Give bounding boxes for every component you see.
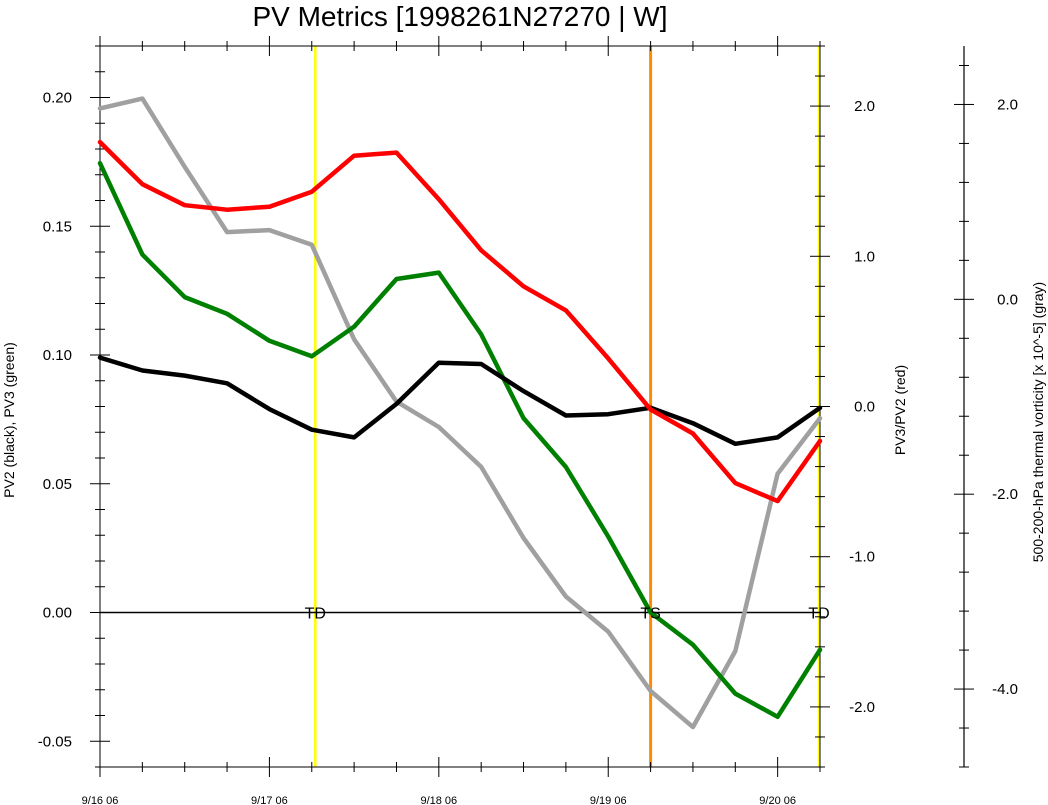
x-tick-label: 9/18 06 (420, 795, 457, 805)
far-tick-label: 0.0 (997, 291, 1018, 308)
series-line-far-a0a0a0 (97, 96, 823, 730)
left-tick-label: 0.10 (43, 347, 72, 364)
x-tick-label: 9/19 06 (590, 795, 627, 805)
series-line-left-000000 (97, 355, 823, 447)
x-tick-label: 9/16 06 (82, 795, 119, 805)
left-tick-label: -0.05 (38, 733, 72, 750)
series-line-left-008000 (97, 160, 823, 720)
stage-marker-label: TD (305, 606, 326, 623)
right-tick-label: -2.0 (849, 699, 875, 716)
far-tick-label: 2.0 (997, 96, 1018, 113)
left-tick-label: 0.15 (43, 218, 72, 235)
far-tick-label: -4.0 (992, 681, 1018, 698)
chart-title: PV Metrics [1998261N27270 | W] (252, 1, 667, 32)
right-tick-label: 2.0 (854, 98, 875, 115)
label-layer: 0.20 0.15 0.10 0.05 0.00 -0.05 2.0 1.0 0.0 -1.0 -2… (38, 90, 1018, 805)
x-tick-label: 9/17 06 (251, 795, 288, 805)
left-tick-label: 0.05 (43, 476, 72, 493)
far-axis-label: 500-200-hPa thermal vorticity [x 10^-5] … (1030, 282, 1046, 562)
far-tick-label: -2.0 (992, 486, 1018, 503)
right-tick-label: -1.0 (849, 549, 875, 566)
plot-frame (99, 45, 821, 768)
series-line-right-ff0000 (97, 139, 823, 504)
right-axis-label: PV3/PV2 (red) (892, 365, 908, 455)
left-tick-label: 0.00 (43, 605, 72, 622)
axes-layer (90, 36, 974, 777)
stage-marker-label: TD (808, 606, 829, 623)
left-tick-label: 0.20 (43, 90, 72, 107)
right-tick-label: 0.0 (854, 399, 875, 416)
left-axis-label: PV2 (black), PV3 (green) (1, 342, 17, 498)
x-tick-label: 9/20 06 (759, 795, 796, 805)
stage-marker-label: TS (640, 606, 660, 623)
series-layer (97, 96, 823, 730)
right-tick-label: 1.0 (854, 248, 875, 265)
